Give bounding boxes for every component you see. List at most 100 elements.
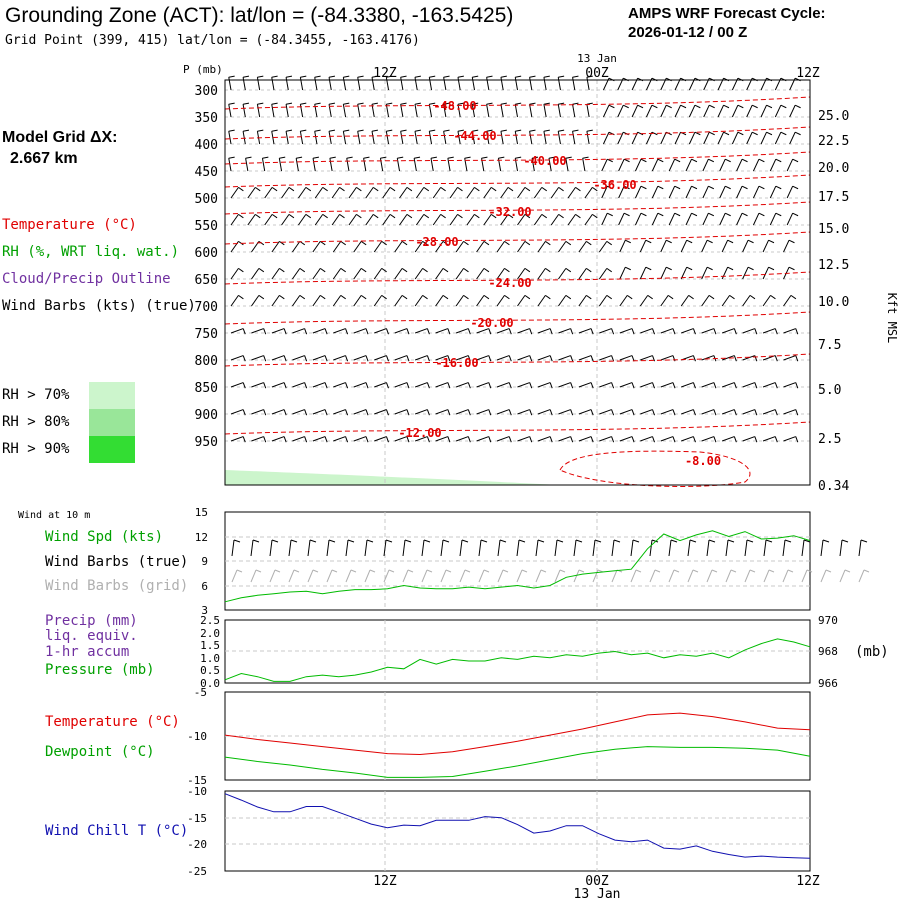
wind-barb-flag xyxy=(447,156,454,159)
wind-barb-staff xyxy=(435,382,449,388)
surface-barb-grid xyxy=(288,569,295,583)
wind-barb-flag xyxy=(504,267,510,273)
wind-barb-staff xyxy=(476,409,489,415)
wind-barb-staff xyxy=(333,409,346,415)
wind-barb-staff xyxy=(514,77,518,91)
wind-barb-flag xyxy=(426,355,430,362)
wind-barb-staff xyxy=(742,436,755,442)
surface-barb-true-flag xyxy=(784,539,792,543)
wind-barb-flag xyxy=(637,104,644,109)
surface-barb-grid xyxy=(383,569,390,583)
wind-barb-staff xyxy=(251,436,264,442)
wind-barb-flag xyxy=(385,409,389,416)
wind-barb-staff xyxy=(717,132,724,145)
wind-barb-staff xyxy=(332,295,342,307)
wind-barb-flag xyxy=(774,328,778,335)
wind-barb-flag xyxy=(314,129,321,132)
wind-barb-staff xyxy=(660,267,667,280)
wind-barb-flag xyxy=(611,328,615,335)
wind-barb-flag xyxy=(314,75,321,78)
wind-barb-flag xyxy=(343,102,350,105)
wind-barb-flag xyxy=(692,328,696,335)
wind-barb-staff xyxy=(414,268,424,280)
wind-barb-flag xyxy=(300,102,307,105)
wind-barb-flag xyxy=(255,213,261,219)
wind-barb-staff xyxy=(721,267,729,280)
wind-barb-flag xyxy=(666,266,672,271)
isotherm-label: -20.00 xyxy=(470,316,513,330)
wind-barb-staff xyxy=(242,131,246,145)
wind-barb-flag xyxy=(345,382,349,389)
wind-barb-staff xyxy=(414,131,418,145)
wind-barb-flag xyxy=(623,185,630,190)
wind-barb-flag xyxy=(467,328,471,335)
wind-barb-flag xyxy=(657,185,664,190)
isotherm-line xyxy=(224,271,811,285)
wind-barb-flag xyxy=(640,185,647,190)
pressure-tick-label: 950 xyxy=(195,435,218,450)
wind-barb-flag xyxy=(672,436,676,443)
wind-barb-staff xyxy=(251,268,260,280)
surface-barb-grid-flag xyxy=(407,569,414,573)
axis-tick-label: -25 xyxy=(187,865,207,878)
height-tick-label: 15.0 xyxy=(818,222,849,237)
isotherm-lines: -48.00 -44.00 -40.00 -36.00 -32.00 -28.00 -24.… xyxy=(224,96,811,487)
wind-barb-flag xyxy=(549,436,553,443)
wind-barb-flag xyxy=(500,102,507,105)
wind-barb-flag xyxy=(401,267,408,273)
surface-barb-grid-flag xyxy=(388,569,395,573)
wind-barb-flag xyxy=(490,186,497,192)
wind-barb-flag xyxy=(529,409,533,416)
wind-barb-flag xyxy=(780,131,787,136)
surface-barb-true xyxy=(231,539,235,557)
wind-barb-staff xyxy=(640,382,653,388)
dewpoint-line xyxy=(224,746,811,778)
surface-barb-true xyxy=(497,539,501,557)
wind-barb-staff xyxy=(414,77,418,91)
wind-barb-staff xyxy=(382,187,391,199)
wind-barb-staff xyxy=(783,240,790,253)
wind-barb-flag xyxy=(652,328,656,335)
wind-barb-staff xyxy=(298,214,307,226)
wind-barb-flag xyxy=(768,266,775,271)
wind-barb-staff xyxy=(598,268,608,280)
isotherm-line xyxy=(224,231,811,245)
wind-barb-flag xyxy=(258,267,265,273)
wind-barb-staff xyxy=(264,214,273,226)
wind-barb-staff xyxy=(769,213,777,226)
surface-barb-grid-flag xyxy=(730,569,737,573)
wind-barb-flag xyxy=(340,294,346,300)
wind-barb-staff xyxy=(271,77,275,91)
wind-barb-staff xyxy=(517,382,530,388)
wind-barb-flag xyxy=(296,156,303,159)
wind-barb-staff xyxy=(394,295,403,307)
rh-70-area xyxy=(225,470,560,485)
wind-barb-flag xyxy=(623,158,630,163)
wind-barb-flag xyxy=(483,294,490,300)
wind-barb-staff xyxy=(271,355,285,361)
wind-barb-flag xyxy=(406,436,410,443)
wind-barb-staff xyxy=(721,436,735,442)
wind-barb-staff xyxy=(572,77,576,91)
wind-barb-staff xyxy=(455,409,469,415)
surface-barb-true xyxy=(307,539,311,557)
wind-barb-staff xyxy=(762,328,776,334)
wind-barb-flag xyxy=(345,355,349,362)
wind-barb-flag xyxy=(406,382,410,389)
wind-barb-staff xyxy=(415,328,428,334)
wind-barb-flag xyxy=(397,156,404,159)
forecast-cycle-value: 2026-01-12 / 00 Z xyxy=(628,24,748,41)
wind-barb-staff xyxy=(651,159,659,172)
wind-barb-flag xyxy=(346,156,353,159)
wind-barb-flag xyxy=(623,104,629,109)
wind-barb-staff xyxy=(660,132,667,145)
wind-barb-staff xyxy=(736,159,743,172)
wind-barb-flag xyxy=(228,156,235,159)
wind-barb-flag xyxy=(328,75,336,78)
surface-barb-grid xyxy=(592,569,599,583)
wind-barb-staff xyxy=(394,409,408,415)
wind-barb-staff xyxy=(457,131,461,145)
wind-barb-flag xyxy=(343,129,350,132)
wind-barb-staff xyxy=(271,328,285,334)
wind-barb-flag xyxy=(575,186,581,192)
